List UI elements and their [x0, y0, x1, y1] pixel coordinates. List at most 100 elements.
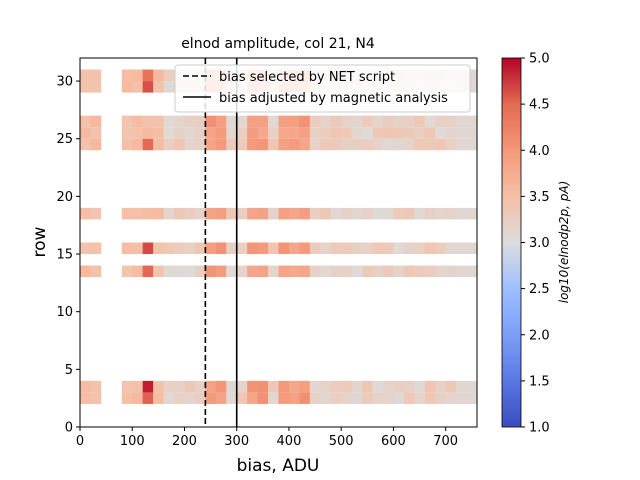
x-tick-label: 200 [172, 434, 197, 449]
heatmap-cell [351, 392, 363, 404]
heatmap-cell [226, 265, 238, 278]
colorbar-label: log10(elnodp2p, pA) [557, 181, 571, 304]
heatmap-cell [153, 115, 164, 128]
heatmap-cell [163, 81, 175, 93]
heatmap-cell [247, 127, 259, 139]
heatmap-cell [424, 242, 436, 255]
heatmap-cell [393, 115, 405, 128]
heatmap-cell [288, 380, 300, 393]
heatmap-cell [268, 380, 279, 393]
heatmap-cell [163, 115, 175, 128]
heatmap-cell [80, 81, 91, 93]
heatmap-cell [445, 380, 457, 393]
heatmap-cell [184, 392, 196, 404]
heatmap-cell [90, 115, 102, 128]
heatmap-cell [257, 127, 269, 139]
heatmap-cell [184, 127, 196, 139]
heatmap-cell [80, 242, 91, 255]
heatmap-cell [445, 115, 457, 128]
heatmap-cell [435, 242, 447, 255]
heatmap-cell [456, 265, 467, 278]
heatmap-cell [362, 207, 373, 220]
heatmap-cell [372, 380, 384, 393]
heatmap-cell [445, 127, 457, 139]
heatmap-cell [424, 127, 436, 139]
heatmap-cell [403, 138, 415, 151]
heatmap-cell [414, 265, 426, 278]
heatmap-cell [424, 138, 436, 151]
heatmap-cell [90, 265, 102, 278]
heatmap-cell [309, 138, 321, 151]
heatmap-cell [80, 138, 91, 151]
heatmap-cell [309, 207, 321, 220]
heatmap-cell [194, 265, 206, 278]
heatmap-cell [153, 69, 164, 82]
heatmap-cell [403, 380, 415, 393]
heatmap-cell [414, 127, 426, 139]
heatmap-cell [226, 242, 238, 255]
heatmap-cell [80, 69, 91, 82]
heatmap-cell [362, 115, 373, 128]
heatmap-cell [330, 127, 342, 139]
heatmap-cell [90, 138, 102, 151]
heatmap-cell [466, 81, 478, 93]
heatmap-cell [362, 392, 373, 404]
heatmap-cell [163, 242, 175, 255]
heatmap-cell [174, 127, 185, 139]
heatmap-cell [142, 392, 154, 404]
heatmap-cell [424, 380, 436, 393]
heatmap-cell [435, 265, 447, 278]
heatmap-cell [414, 242, 426, 255]
heatmap-cell [215, 242, 227, 255]
heatmap-cell [268, 265, 279, 278]
heatmap-cell [382, 380, 394, 393]
heatmap-cell [257, 207, 269, 220]
heatmap-cell [299, 242, 311, 255]
heatmap-cell [382, 265, 394, 278]
heatmap-cell [153, 138, 164, 151]
heatmap-cell [414, 115, 426, 128]
heatmap-cell [236, 127, 248, 139]
heatmap-cell [466, 69, 478, 82]
heatmap-cell [362, 265, 373, 278]
heatmap-cell [80, 392, 91, 404]
heatmap-cell [268, 242, 279, 255]
heatmap-cell [309, 380, 321, 393]
heatmap-cell [330, 115, 342, 128]
x-tick-label: 700 [433, 434, 458, 449]
heatmap-cell [393, 392, 405, 404]
heatmap-cell [268, 392, 279, 404]
heatmap-cell [247, 207, 259, 220]
heatmap-cell [236, 138, 248, 151]
heatmap-cell [121, 138, 133, 151]
heatmap-cell [424, 115, 436, 128]
heatmap-cell [393, 138, 405, 151]
heatmap-cell [215, 265, 227, 278]
heatmap-cell [215, 138, 227, 151]
heatmap-cell [456, 242, 467, 255]
x-axis-title: bias, ADU [237, 456, 320, 476]
heatmap-cell [466, 207, 478, 220]
heatmap-cell [445, 242, 457, 255]
heatmap-cell [247, 380, 259, 393]
heatmap-cell [247, 392, 259, 404]
heatmap-cell [153, 207, 164, 220]
heatmap-cell [80, 265, 91, 278]
heatmap-cell [236, 265, 248, 278]
heatmap-cell [466, 138, 478, 151]
heatmap-cell [153, 392, 164, 404]
heatmap-cell [278, 380, 290, 393]
heatmap-cell [382, 242, 394, 255]
heatmap-cell [194, 242, 206, 255]
heatmap-cell [435, 207, 447, 220]
heatmap-cell [132, 81, 144, 93]
heatmap-cell [80, 115, 91, 128]
heatmap-cell [174, 265, 185, 278]
x-tick-label: 500 [329, 434, 354, 449]
heatmap-cell [90, 380, 102, 393]
heatmap-cell [393, 207, 405, 220]
heatmap-cell [466, 242, 478, 255]
heatmap-cell [456, 115, 467, 128]
heatmap-cell [466, 115, 478, 128]
heatmap-cell [309, 115, 321, 128]
